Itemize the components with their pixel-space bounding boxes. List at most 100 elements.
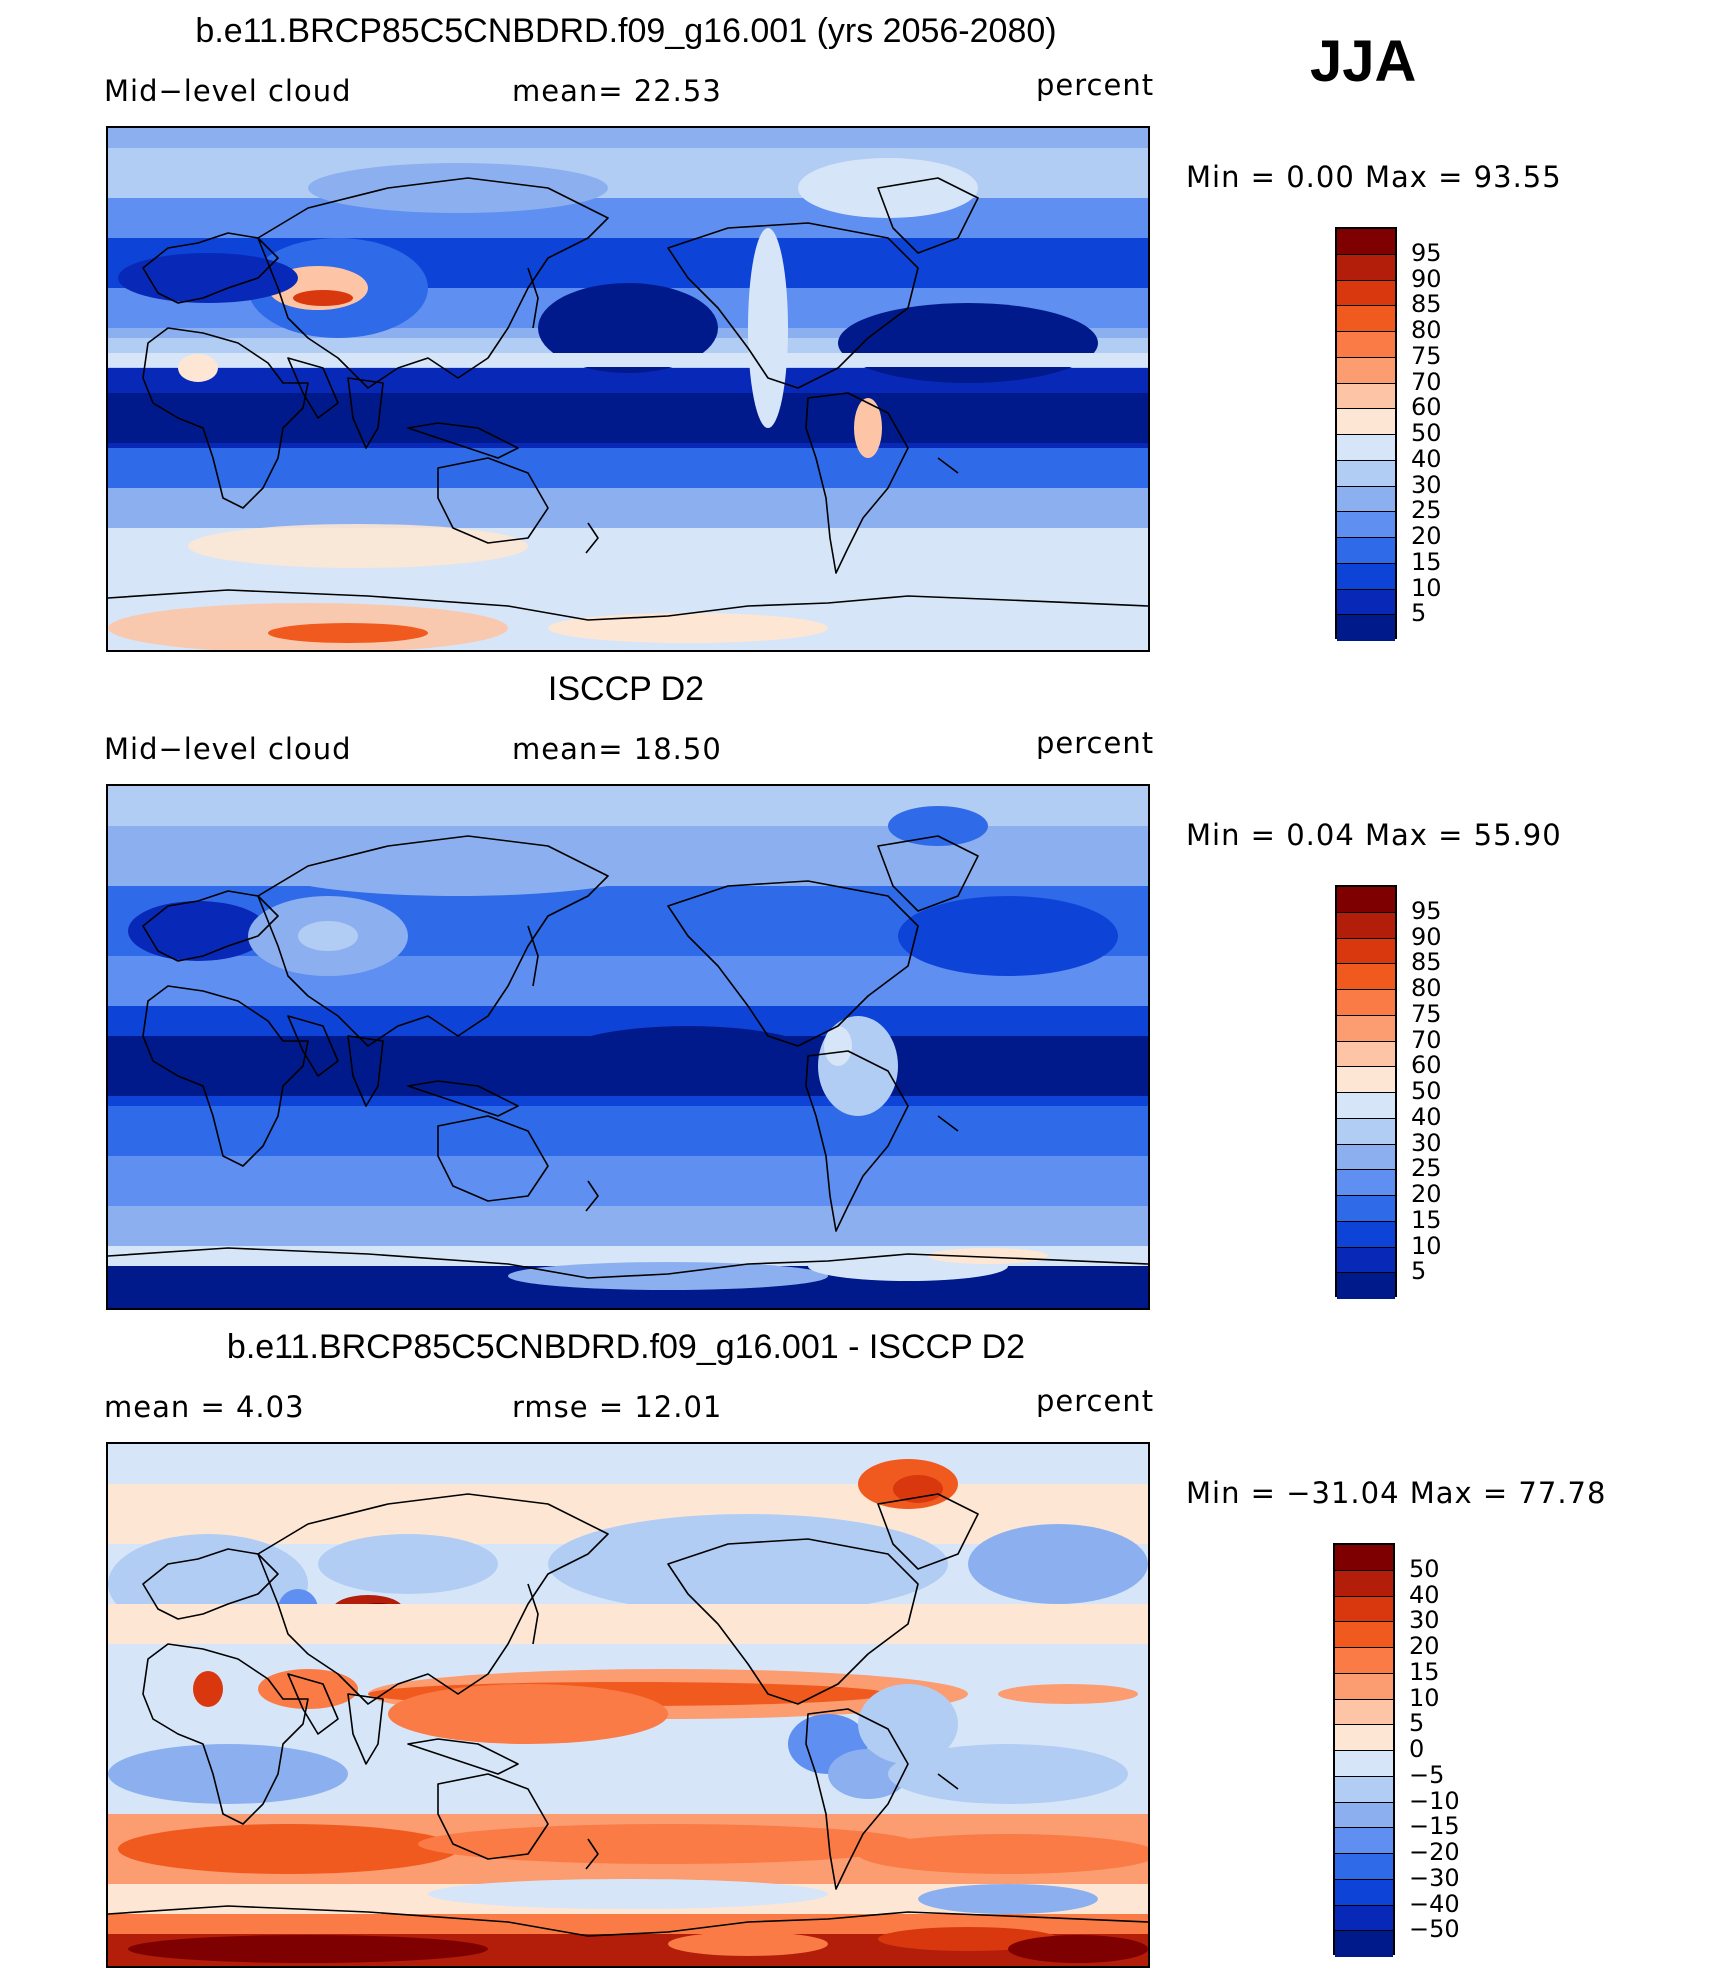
coastline-outlines bbox=[108, 177, 1148, 621]
colorbar-swatch bbox=[1337, 435, 1395, 461]
panel-2-mean-label: mean= 18.50 bbox=[512, 732, 722, 766]
colorbar-tick-label: 85 bbox=[1411, 290, 1442, 319]
colorbar-swatch bbox=[1337, 460, 1395, 487]
colorbar-tick-label: 60 bbox=[1411, 1051, 1442, 1080]
colorbar-swatch bbox=[1337, 1015, 1395, 1042]
colorbar-swatch bbox=[1337, 912, 1395, 939]
colorbar-tick-label: 90 bbox=[1411, 922, 1442, 951]
coastline-outlines bbox=[108, 1493, 1148, 1937]
panel-1-colorbar bbox=[1335, 227, 1397, 641]
colorbar-swatch bbox=[1337, 1221, 1395, 1248]
panel-3-title: b.e11.BRCP85C5CNBDRD.f09_g16.001 - ISCCP… bbox=[226, 1328, 1026, 1366]
colorbar-tick-label: 10 bbox=[1411, 1231, 1442, 1260]
colorbar-swatch bbox=[1337, 938, 1395, 965]
panel-1-units-label: percent bbox=[1036, 68, 1155, 102]
season-label: JJA bbox=[1310, 29, 1417, 94]
colorbar-tick-label: −40 bbox=[1409, 1889, 1460, 1918]
colorbar-swatch bbox=[1337, 1067, 1395, 1093]
colorbar-tick-label: 50 bbox=[1411, 419, 1442, 447]
panel-3-rmse-label: rmse = 12.01 bbox=[512, 1390, 723, 1424]
colorbar-tick-label: 30 bbox=[1411, 1128, 1442, 1157]
colorbar-swatch bbox=[1335, 1596, 1393, 1623]
colorbar-swatch bbox=[1335, 1828, 1393, 1854]
colorbar-tick-label: 70 bbox=[1411, 1025, 1442, 1054]
colorbar-swatch bbox=[1335, 1854, 1393, 1880]
colorbar-tick-label: 20 bbox=[1409, 1632, 1440, 1660]
colorbar-swatch bbox=[1335, 1879, 1393, 1906]
panel-3-map bbox=[106, 1442, 1150, 1968]
panel-3-minmax: Min = −31.04 Max = 77.78 bbox=[1186, 1476, 1607, 1510]
colorbar-tick-label: −10 bbox=[1409, 1786, 1460, 1815]
colorbar-swatch bbox=[1335, 1648, 1393, 1674]
panel-1-map bbox=[106, 126, 1150, 652]
colorbar-tick-label: 25 bbox=[1411, 1154, 1442, 1183]
colorbar-swatch bbox=[1335, 1776, 1393, 1803]
colorbar-swatch bbox=[1337, 1144, 1395, 1171]
colorbar-swatch bbox=[1335, 1699, 1393, 1726]
colorbar-tick-label: 75 bbox=[1411, 341, 1442, 370]
colorbar-swatch bbox=[1337, 964, 1395, 990]
panel-3-units-label: percent bbox=[1036, 1384, 1155, 1418]
colorbar-tick-label: 15 bbox=[1411, 547, 1442, 576]
colorbar-swatch bbox=[1337, 229, 1395, 255]
colorbar-swatch bbox=[1337, 1118, 1395, 1145]
colorbar-tick-label: 70 bbox=[1411, 367, 1442, 396]
colorbar-tick-label: 80 bbox=[1411, 316, 1442, 344]
colorbar-swatch bbox=[1335, 1931, 1393, 1957]
colorbar-swatch bbox=[1337, 990, 1395, 1016]
colorbar-swatch bbox=[1337, 383, 1395, 410]
colorbar-swatch bbox=[1335, 1673, 1393, 1700]
panel-2-title: ISCCP D2 bbox=[547, 670, 705, 708]
colorbar-tick-label: 10 bbox=[1409, 1683, 1440, 1712]
panel-1-world-map-svg bbox=[108, 128, 1148, 650]
panel-3-colorbar bbox=[1333, 1543, 1395, 1957]
colorbar-swatch bbox=[1337, 589, 1395, 616]
colorbar-tick-label: −30 bbox=[1409, 1863, 1460, 1892]
colorbar-swatch bbox=[1337, 409, 1395, 435]
colorbar-swatch bbox=[1337, 280, 1395, 307]
colorbar-tick-label: 20 bbox=[1411, 1180, 1442, 1208]
colorbar-tick-label: 60 bbox=[1411, 393, 1442, 422]
colorbar-swatch bbox=[1337, 1041, 1395, 1068]
panel-2-colorbar bbox=[1335, 885, 1397, 1299]
colorbar-swatch bbox=[1337, 1247, 1395, 1274]
colorbar-tick-label: 85 bbox=[1411, 948, 1442, 977]
colorbar-swatch bbox=[1337, 357, 1395, 384]
panel-1-variable-label: Mid−level cloud bbox=[104, 74, 352, 108]
colorbar-tick-label: 90 bbox=[1411, 264, 1442, 293]
colorbar-swatch bbox=[1335, 1570, 1393, 1597]
colorbar-tick-label: 25 bbox=[1411, 496, 1442, 525]
colorbar-swatch bbox=[1337, 512, 1395, 538]
colorbar-tick-label: −5 bbox=[1409, 1760, 1445, 1789]
colorbar-tick-label: −50 bbox=[1409, 1915, 1460, 1944]
colorbar-tick-label: 5 bbox=[1409, 1709, 1425, 1738]
colorbar-swatch bbox=[1337, 538, 1395, 564]
colorbar-tick-label: 40 bbox=[1411, 444, 1442, 473]
colorbar-tick-label: 0 bbox=[1409, 1735, 1425, 1763]
colorbar-tick-label: 50 bbox=[1411, 1077, 1442, 1105]
colorbar-tick-label: 15 bbox=[1409, 1657, 1440, 1686]
colorbar-swatch bbox=[1337, 254, 1395, 281]
coastline-outlines bbox=[108, 835, 1148, 1279]
panel-2-minmax: Min = 0.04 Max = 55.90 bbox=[1186, 818, 1562, 852]
colorbar-tick-label: 95 bbox=[1411, 238, 1442, 267]
colorbar-swatch bbox=[1335, 1725, 1393, 1751]
colorbar-swatch bbox=[1337, 486, 1395, 513]
colorbar-swatch bbox=[1337, 1273, 1395, 1299]
colorbar-tick-label: 75 bbox=[1411, 999, 1442, 1028]
colorbar-tick-label: 20 bbox=[1411, 522, 1442, 550]
panel-1-mean-label: mean= 22.53 bbox=[512, 74, 722, 108]
panel-1-minmax: Min = 0.00 Max = 93.55 bbox=[1186, 160, 1562, 194]
colorbar-swatch bbox=[1335, 1751, 1393, 1777]
colorbar-swatch bbox=[1337, 1170, 1395, 1196]
colorbar-swatch bbox=[1335, 1622, 1393, 1648]
colorbar-swatch bbox=[1335, 1545, 1393, 1571]
colorbar-tick-label: 80 bbox=[1411, 974, 1442, 1002]
colorbar-swatch bbox=[1335, 1905, 1393, 1932]
colorbar-swatch bbox=[1337, 887, 1395, 913]
panel-2-variable-label: Mid−level cloud bbox=[104, 732, 352, 766]
panel-2-map bbox=[106, 784, 1150, 1310]
colorbar-swatch bbox=[1337, 615, 1395, 641]
colorbar-tick-label: 50 bbox=[1409, 1554, 1440, 1583]
colorbar-swatch bbox=[1337, 1196, 1395, 1222]
